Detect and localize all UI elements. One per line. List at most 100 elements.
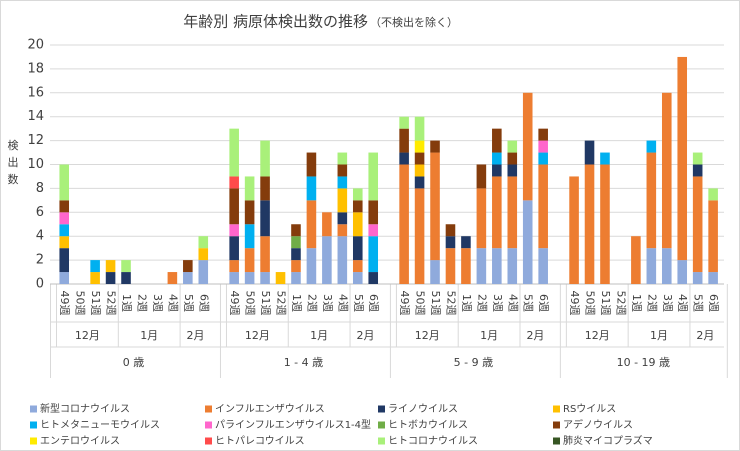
bar-segment [198, 236, 209, 249]
y-tick-label: 16 [27, 85, 44, 100]
bar-segment [538, 248, 548, 284]
bar-segment [692, 164, 703, 177]
bar-segment [414, 116, 425, 141]
x-tick-label: 6週 [707, 294, 720, 312]
month-label: 12月 [245, 329, 270, 342]
legend-label: パラインフルエンザウイルス1-4型 [215, 418, 371, 431]
bar-segment [337, 164, 348, 177]
group-label: 5 - 9 歳 [454, 356, 493, 369]
legend-label: ヒトパレコウイルス [215, 435, 305, 447]
bar-segment [291, 236, 301, 249]
x-tick-label: 52週 [275, 291, 288, 316]
bar-segment [352, 188, 363, 201]
legend-label: RSウイルス [563, 403, 616, 415]
bar-segment [352, 212, 363, 237]
month-label: 1月 [310, 329, 328, 342]
x-tick-label: 52週 [614, 291, 627, 316]
bar-segment [121, 260, 131, 273]
bar-segment [260, 236, 270, 273]
y-tick-label: 20 [27, 38, 44, 53]
bar-segment [430, 260, 440, 284]
month-label: 2月 [357, 329, 375, 342]
bar-segment [291, 260, 301, 273]
x-tick-label: 2週 [135, 294, 148, 312]
x-tick-label: 1週 [630, 294, 643, 312]
bar-segment [59, 212, 70, 225]
bar-segment [368, 152, 379, 201]
bar-segment [600, 152, 610, 165]
legend-swatch [378, 437, 385, 445]
x-tick-label: 4週 [676, 294, 689, 312]
y-tick-label: 18 [27, 61, 44, 76]
bar-segment [368, 224, 379, 237]
bar-segment [399, 164, 409, 284]
bar-segment [692, 272, 703, 284]
bar-segment [522, 92, 533, 201]
legend-swatch [205, 405, 212, 413]
legend-label: ライノウイルス [388, 403, 458, 415]
bar-segment [708, 272, 718, 284]
x-tick-label: 50週 [74, 291, 87, 316]
bar-segment [183, 260, 193, 273]
bar-segment [677, 56, 688, 261]
bar-segment [414, 152, 425, 165]
x-tick-label: 50週 [414, 291, 427, 316]
bar-segment [229, 128, 239, 177]
bar-segment [306, 176, 317, 201]
bar-segment [476, 164, 487, 189]
legend-swatch [378, 421, 385, 429]
y-tick-label: 14 [27, 109, 44, 124]
chart-title: 年齢別 病原体検出数の推移 [183, 13, 368, 31]
x-tick-label: 52週 [444, 291, 457, 316]
legend-swatch [553, 405, 560, 413]
bar-segment [306, 200, 317, 249]
bar-segment [337, 212, 348, 225]
bar-segment [244, 272, 255, 284]
x-tick-label: 4週 [506, 294, 519, 312]
legend-label: エンテロウイルス [40, 435, 120, 447]
bar-segment [538, 140, 548, 153]
bar-segment [322, 236, 332, 284]
bar-segment [646, 152, 657, 249]
bar-segment [461, 248, 471, 284]
y-tick-label: 10 [27, 157, 44, 172]
x-tick-label: 6週 [367, 294, 380, 312]
bar-segment [492, 164, 502, 177]
x-tick-label: 3週 [321, 294, 334, 312]
bar-segment [692, 176, 703, 273]
bar-segment [708, 188, 718, 201]
bar-segment [584, 164, 595, 284]
bar-segment [59, 272, 70, 284]
legend-swatch [378, 405, 385, 413]
bar-segment [229, 224, 239, 237]
bar-segment [492, 128, 502, 153]
bar-segment [352, 236, 363, 261]
legend-swatch [205, 421, 212, 429]
bar-segment [229, 176, 239, 189]
bar-segment [306, 152, 317, 177]
bar-segment [600, 164, 610, 284]
bar-segment [569, 176, 579, 284]
bar-segment [661, 248, 672, 284]
bar-segment [229, 272, 239, 284]
x-tick-label: 5週 [522, 294, 535, 312]
x-tick-label: 49週 [568, 291, 581, 316]
bar-segment [538, 152, 548, 165]
x-tick-label: 2週 [645, 294, 658, 312]
bar-segment [507, 140, 518, 153]
month-label: 12月 [415, 329, 440, 342]
bar-segment [646, 140, 657, 153]
x-tick-label: 3週 [151, 294, 164, 312]
bar-segment [414, 140, 425, 153]
x-tick-label: 5週 [182, 294, 195, 312]
bar-segment [522, 200, 533, 284]
group-label: 0 歳 [123, 356, 145, 369]
bar-segment [661, 92, 672, 249]
y-axis-label: 検出数 [6, 138, 19, 190]
x-tick-label: 50週 [244, 291, 257, 316]
bar-segment [337, 188, 348, 213]
bar-segment [476, 188, 487, 249]
x-tick-label: 51週 [259, 291, 272, 316]
bar-segment [507, 152, 518, 165]
x-tick-label: 1週 [460, 294, 473, 312]
